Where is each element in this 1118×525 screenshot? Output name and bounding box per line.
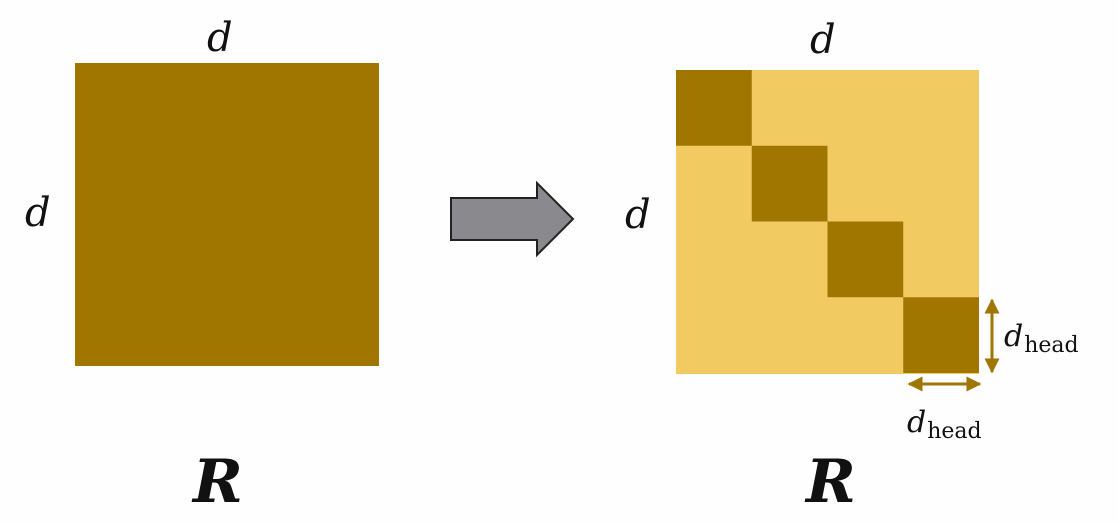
diagonal-block-1 bbox=[676, 70, 752, 146]
head-dim-right-label: dhead bbox=[1004, 319, 1079, 357]
diagonal-block-4 bbox=[903, 297, 979, 373]
head-dim-bottom-main: d bbox=[907, 405, 927, 440]
head-dim-bottom-label: dhead bbox=[907, 405, 982, 443]
right-matrix-top-label: d bbox=[810, 17, 836, 63]
left-matrix-caption: R bbox=[193, 447, 243, 517]
diagonal-block-2 bbox=[751, 145, 828, 222]
right-matrix-caption: R bbox=[806, 447, 856, 517]
right-matrix-side-label: d bbox=[625, 192, 651, 238]
head-dim-bottom-sub: head bbox=[927, 419, 982, 444]
dense-matrix-block bbox=[75, 63, 379, 366]
left-matrix-side-label: d bbox=[25, 190, 51, 236]
diagonal-block-3 bbox=[827, 221, 904, 298]
right-arrow-icon bbox=[450, 180, 575, 258]
diagonal-blocks bbox=[676, 70, 979, 373]
head-dim-right-sub: head bbox=[1024, 333, 1079, 358]
head-dim-right-main: d bbox=[1004, 319, 1024, 354]
left-matrix-top-label: d bbox=[207, 15, 233, 61]
